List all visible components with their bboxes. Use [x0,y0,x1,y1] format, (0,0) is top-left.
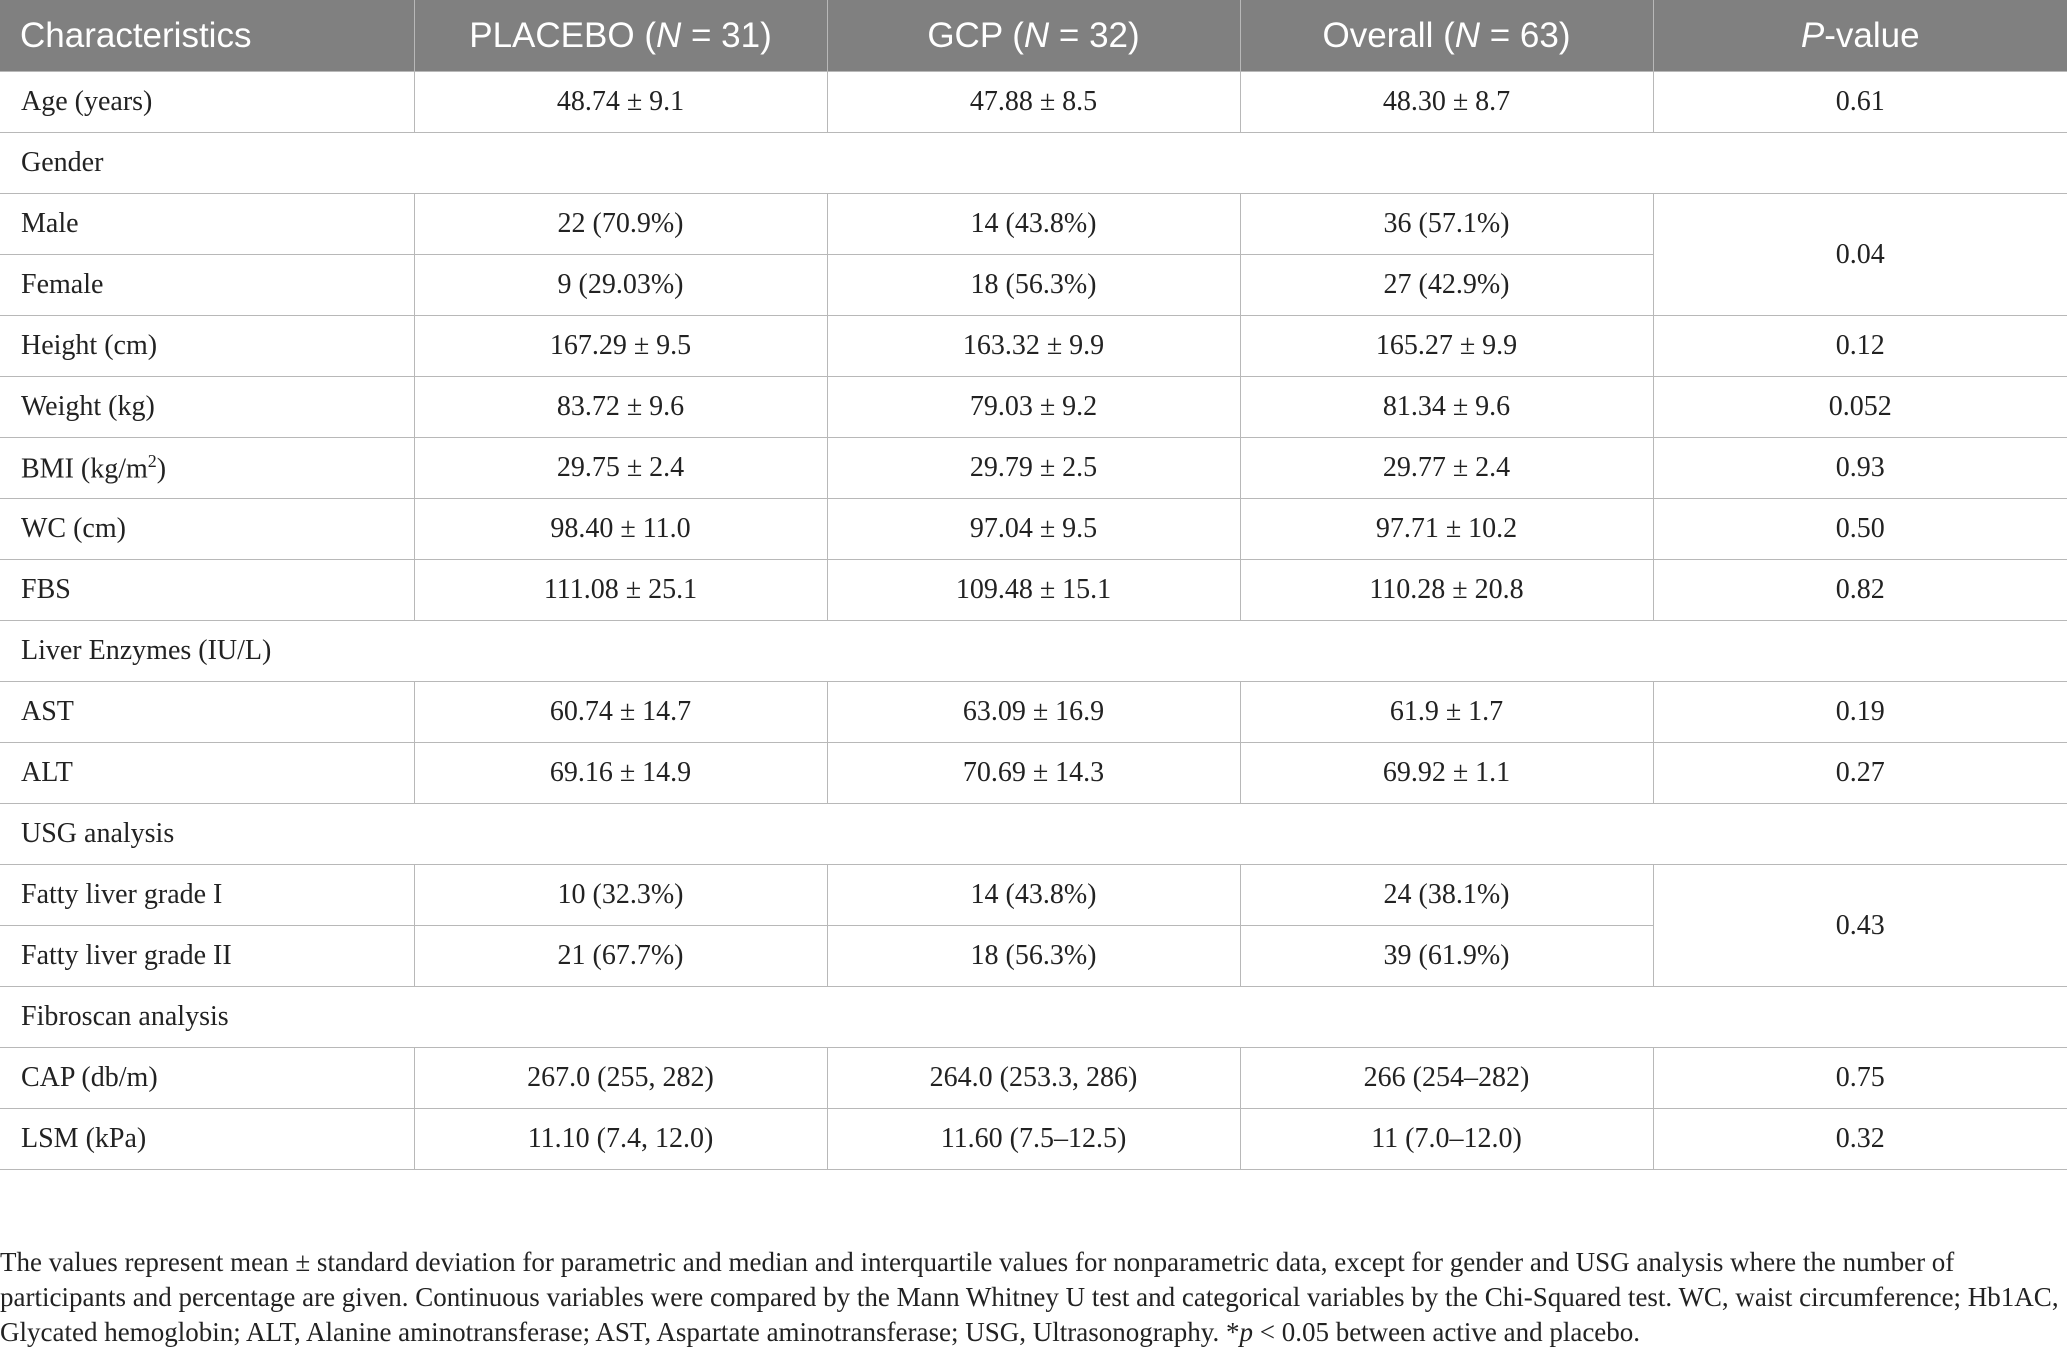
table-row: Fatty liver grade I 10 (32.3%) 14 (43.8%… [0,864,2067,987]
header-gcp: GCP (N = 32) [827,0,1241,72]
cell-placebo: 48.74 ± 9.1 [413,71,828,133]
header-overall: Overall (N = 63) [1240,0,1654,72]
cell-gcp: 63.09 ± 16.9 [826,681,1241,743]
header-pvalue: P-value [1653,0,2067,72]
row-label: Female [0,254,415,316]
cell-overall: 81.34 ± 9.6 [1239,376,1654,438]
section-row: USG analysis [0,803,2067,865]
cell-gcp: 97.04 ± 9.5 [826,498,1241,560]
cell-pvalue: 0.61 [1652,71,2067,133]
table-row: AST 60.74 ± 14.7 63.09 ± 16.9 61.9 ± 1.7… [0,681,2067,743]
row-label: Height (cm) [0,315,415,377]
cell-overall: 266 (254–282) [1239,1047,1654,1109]
cell-pvalue: 0.12 [1652,315,2067,377]
row-label: AST [0,681,415,743]
section-usg-analysis: USG analysis [0,803,2067,865]
header-characteristics: Characteristics [0,0,415,72]
cell-overall: 39 (61.9%) [1239,925,1653,987]
cell-overall: 11 (7.0–12.0) [1239,1108,1654,1170]
row-label: CAP (db/m) [0,1047,415,1109]
cell-pvalue: 0.75 [1652,1047,2067,1109]
row-label: ALT [0,742,415,804]
cell-overall: 48.30 ± 8.7 [1239,71,1654,133]
row-label: BMI (kg/m2) [0,437,415,499]
row-label: Fatty liver grade II [0,925,415,987]
row-label: Age (years) [0,71,415,133]
table-row: WC (cm) 98.40 ± 11.0 97.04 ± 9.5 97.71 ±… [0,498,2067,560]
cell-gcp: 11.60 (7.5–12.5) [826,1108,1241,1170]
cell-overall: 29.77 ± 2.4 [1239,437,1654,499]
table-row: CAP (db/m) 267.0 (255, 282) 264.0 (253.3… [0,1047,2067,1109]
table-row: ALT 69.16 ± 14.9 70.69 ± 14.3 69.92 ± 1.… [0,742,2067,804]
cell-overall: 36 (57.1%) [1239,193,1654,255]
cell-overall: 61.9 ± 1.7 [1239,681,1654,743]
cell-pvalue-gender: 0.04 [1652,193,2067,316]
cell-gcp: 29.79 ± 2.5 [826,437,1241,499]
cell-placebo: 29.75 ± 2.4 [413,437,828,499]
cell-gcp: 163.32 ± 9.9 [826,315,1241,377]
baseline-characteristics-table: Characteristics PLACEBO (N = 31) GCP (N … [0,0,2067,1170]
cell-placebo: 11.10 (7.4, 12.0) [413,1108,828,1170]
cell-pvalue: 0.50 [1652,498,2067,560]
cell-gcp: 109.48 ± 15.1 [826,559,1241,621]
row-label: Male [0,193,415,255]
header-placebo: PLACEBO (N = 31) [414,0,828,72]
section-row: Gender [0,132,2067,194]
table-row: Height (cm) 167.29 ± 9.5 163.32 ± 9.9 16… [0,315,2067,377]
cell-overall: 110.28 ± 20.8 [1239,559,1654,621]
cell-placebo: 167.29 ± 9.5 [413,315,828,377]
cell-gcp: 79.03 ± 9.2 [826,376,1241,438]
row-label: FBS [0,559,415,621]
table-row: Female 9 (29.03%) 18 (56.3%) 27 (42.9%) [0,254,2067,316]
cell-gcp: 264.0 (253.3, 286) [826,1047,1241,1109]
cell-pvalue: 0.82 [1652,559,2067,621]
table-row: BMI (kg/m2) 29.75 ± 2.4 29.79 ± 2.5 29.7… [0,437,2067,499]
section-row: Liver Enzymes (IU/L) [0,620,2067,682]
table-row: Weight (kg) 83.72 ± 9.6 79.03 ± 9.2 81.3… [0,376,2067,438]
cell-pvalue: 0.27 [1652,742,2067,804]
cell-pvalue: 0.32 [1652,1108,2067,1170]
cell-gcp: 47.88 ± 8.5 [826,71,1241,133]
cell-pvalue: 0.19 [1652,681,2067,743]
cell-placebo: 69.16 ± 14.9 [413,742,828,804]
cell-placebo: 21 (67.7%) [413,925,828,987]
section-row: Fibroscan analysis [0,986,2067,1048]
cell-overall: 24 (38.1%) [1239,864,1654,926]
table-row: Fatty liver grade II 21 (67.7%) 18 (56.3… [0,925,2067,987]
section-gender: Gender [0,132,2067,194]
table-row: FBS 111.08 ± 25.1 109.48 ± 15.1 110.28 ±… [0,559,2067,621]
row-label: Weight (kg) [0,376,415,438]
cell-gcp: 14 (43.8%) [826,193,1241,255]
cell-placebo: 267.0 (255, 282) [413,1047,828,1109]
cell-gcp: 14 (43.8%) [826,864,1241,926]
cell-placebo: 83.72 ± 9.6 [413,376,828,438]
table-footnote: The values represent mean ± standard dev… [0,1247,2059,1347]
cell-pvalue-usg: 0.43 [1652,864,2067,987]
cell-placebo: 60.74 ± 14.7 [413,681,828,743]
cell-placebo: 22 (70.9%) [413,193,828,255]
cell-placebo: 10 (32.3%) [413,864,828,926]
cell-placebo: 111.08 ± 25.1 [413,559,828,621]
table-row: Male 22 (70.9%) 14 (43.8%) 36 (57.1%) 0.… [0,193,2067,316]
cell-overall: 27 (42.9%) [1239,254,1653,316]
cell-pvalue: 0.93 [1652,437,2067,499]
cell-placebo: 98.40 ± 11.0 [413,498,828,560]
row-label: WC (cm) [0,498,415,560]
section-liver-enzymes: Liver Enzymes (IU/L) [0,620,2067,682]
row-label: LSM (kPa) [0,1108,415,1170]
cell-gcp: 18 (56.3%) [826,925,1241,987]
table-row: LSM (kPa) 11.10 (7.4, 12.0) 11.60 (7.5–1… [0,1108,2067,1170]
cell-overall: 69.92 ± 1.1 [1239,742,1654,804]
table-row: Age (years) 48.74 ± 9.1 47.88 ± 8.5 48.3… [0,71,2067,133]
cell-overall: 165.27 ± 9.9 [1239,315,1654,377]
cell-placebo: 9 (29.03%) [413,254,828,316]
cell-gcp: 70.69 ± 14.3 [826,742,1241,804]
cell-overall: 97.71 ± 10.2 [1239,498,1654,560]
row-label: Fatty liver grade I [0,864,415,926]
section-fibroscan-analysis: Fibroscan analysis [0,986,2067,1048]
header-row: Characteristics PLACEBO (N = 31) GCP (N … [0,0,2067,72]
cell-pvalue: 0.052 [1652,376,2067,438]
cell-gcp: 18 (56.3%) [826,254,1241,316]
